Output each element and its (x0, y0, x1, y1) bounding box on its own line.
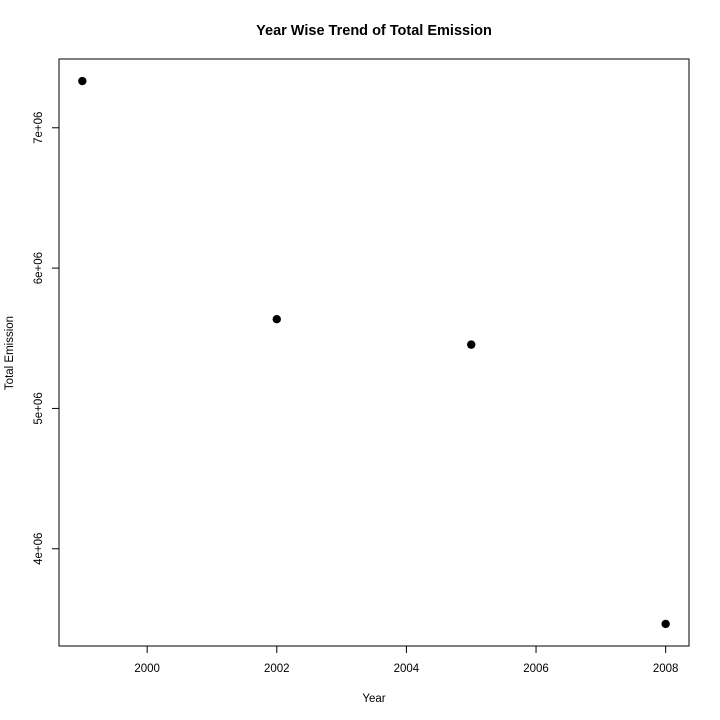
y-axis: 4e+06 5e+06 6e+06 7e+06 (33, 112, 59, 565)
data-point (467, 340, 476, 349)
y-tick-label: 7e+06 (33, 112, 45, 144)
x-tick-label: 2000 (134, 663, 160, 675)
x-axis-label: Year (362, 693, 385, 705)
x-tick-label: 2002 (264, 663, 290, 675)
x-tick-label: 2004 (394, 663, 420, 675)
y-axis-label: Total Emission (4, 316, 16, 390)
data-point (272, 315, 281, 324)
y-tick-label: 6e+06 (33, 252, 45, 284)
plot-frame (58, 58, 690, 647)
y-tick-label: 5e+06 (33, 392, 45, 424)
x-tick-label: 2008 (653, 663, 679, 675)
chart-title: Year Wise Trend of Total Emission (256, 23, 492, 39)
data-point (661, 619, 670, 629)
data-points (78, 76, 670, 629)
x-axis: 2000 2002 2004 2006 2008 (134, 646, 678, 675)
y-tick-label: 4e+06 (33, 533, 45, 565)
x-tick-label: 2006 (523, 663, 549, 675)
data-point (78, 76, 87, 86)
